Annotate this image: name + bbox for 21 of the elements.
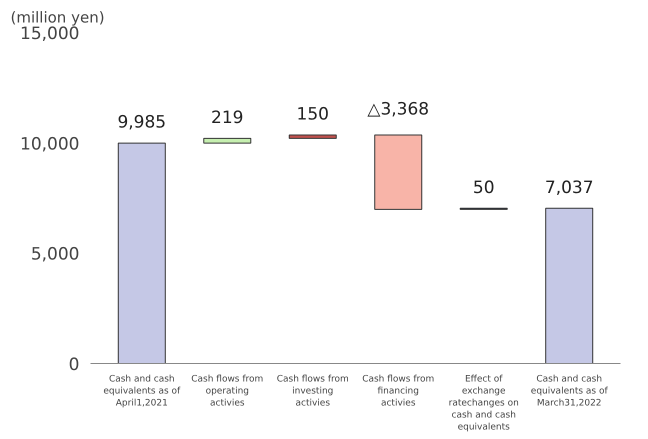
x-tick-label: Cash flows from operating activies [191, 374, 264, 408]
x-tick-label: Cash flows from financing activies [362, 374, 434, 408]
bar [118, 142, 166, 364]
data-label: 219 [211, 108, 244, 128]
x-tick-label: Cash flows from investing activies [276, 374, 349, 408]
data-label: 9,985 [117, 112, 166, 133]
y-tick-label: 0 [68, 355, 80, 375]
y-tick-label: 10,000 [20, 134, 80, 154]
data-label: △3,368 [367, 100, 430, 120]
bar [374, 134, 422, 210]
bar [288, 134, 337, 139]
x-tick-label: Cash and cash equivalents as of April1,2021 [103, 374, 182, 408]
bar [545, 208, 594, 364]
data-label: 7,037 [544, 178, 594, 198]
bar [203, 138, 252, 144]
y-tick-label: 5,000 [30, 244, 80, 265]
x-tick-label: Cash and cash equivalents as of March31,2022 [530, 374, 608, 408]
x-tick-label: Effect of exchange ratechanges on cash and cash equivalents [448, 374, 519, 432]
y-axis-title: (million yen) [10, 8, 105, 26]
data-label: 150 [296, 104, 329, 125]
data-label: 50 [472, 178, 495, 198]
